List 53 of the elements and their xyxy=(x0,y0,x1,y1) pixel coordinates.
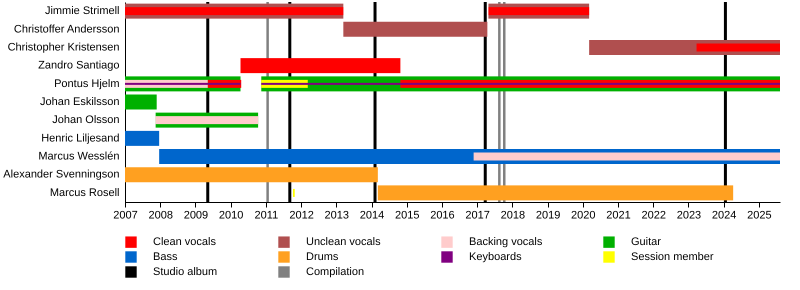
x-tick-label: 2010 xyxy=(218,210,244,222)
x-tick-label: 2021 xyxy=(606,210,631,222)
y-tick-label: Christoffer Andersson xyxy=(14,23,120,36)
bar xyxy=(125,7,344,16)
y-tick-label: Johan Olsson xyxy=(52,114,120,126)
bar xyxy=(125,82,241,85)
bar xyxy=(261,82,780,85)
x-tick-label: 2016 xyxy=(430,210,455,222)
x-tick-label: 2013 xyxy=(324,210,350,222)
x-tick-label: 2007 xyxy=(113,210,138,222)
bar xyxy=(696,43,780,52)
y-tick-label: Pontus Hjelm xyxy=(54,78,120,90)
legend-label: Session member xyxy=(631,251,714,263)
bar xyxy=(156,116,258,124)
legend-label: Drums xyxy=(306,251,339,263)
legend-label: Guitar xyxy=(631,236,662,248)
y-tick-label: Marcus Rosell xyxy=(50,186,120,199)
legend-label: Bass xyxy=(153,251,178,263)
bar xyxy=(378,185,734,200)
y-tick-label: Marcus Wesslén xyxy=(38,150,120,163)
legend-label: Compilation xyxy=(306,266,364,278)
legend-label: Studio album xyxy=(153,266,218,278)
x-tick-label: 2019 xyxy=(536,210,560,222)
bar xyxy=(488,7,590,16)
x-tick-label: 2009 xyxy=(184,210,208,222)
legend-label: Backing vocals xyxy=(469,236,543,248)
bar xyxy=(125,130,160,146)
x-tick-label: 2020 xyxy=(571,210,596,222)
y-tick-label: Alexander Svenningson xyxy=(3,168,120,181)
x-tick-label: 2022 xyxy=(641,210,666,222)
legend-label: Clean vocals xyxy=(153,236,216,248)
y-tick-label: Henric Liljesand xyxy=(41,132,120,144)
x-tick-label: 2015 xyxy=(394,210,420,222)
x-tick-label: 2008 xyxy=(148,210,173,222)
bar xyxy=(125,167,378,182)
legend-label: Keyboards xyxy=(469,251,522,263)
x-tick-label: 2011 xyxy=(254,210,278,222)
x-tick-label: 2025 xyxy=(747,210,772,222)
x-tick-label: 2024 xyxy=(712,210,736,222)
bar xyxy=(125,94,157,110)
legend-label: Unclean vocals xyxy=(306,236,382,248)
x-tick-label: 2014 xyxy=(360,210,384,222)
bar xyxy=(474,152,780,161)
bar xyxy=(343,22,488,37)
y-tick-label: Zandro Santiago xyxy=(38,60,120,72)
y-tick-label: Jimmie Strimell xyxy=(44,5,120,18)
y-tick-label: Johan Eskilsson xyxy=(40,96,120,108)
x-tick-label: 2018 xyxy=(500,210,526,222)
x-tick-label: 2017 xyxy=(465,210,490,222)
bar xyxy=(240,58,400,74)
x-tick-label: 2012 xyxy=(289,210,314,222)
x-tick-label: 2023 xyxy=(676,210,702,222)
y-tick-label: Christopher Kristensen xyxy=(8,41,120,54)
